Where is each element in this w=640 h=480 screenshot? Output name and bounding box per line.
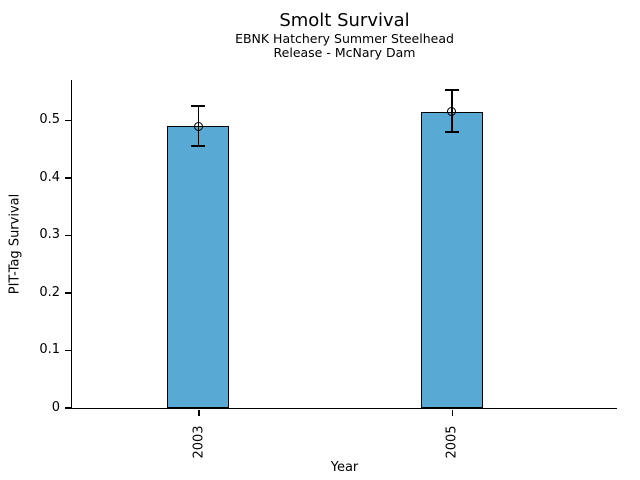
x-tick-label: 2005: [444, 425, 460, 459]
bar: [167, 126, 230, 408]
x-tick: [451, 409, 454, 416]
chart-subtitle-line2: Release - McNary Dam: [273, 45, 416, 60]
y-tick: [64, 407, 72, 409]
error-bar-cap-bottom: [444, 130, 459, 133]
chart-title: Smolt Survival: [279, 10, 410, 31]
y-tick-label: 0.2: [39, 284, 60, 300]
y-tick-label: 0: [51, 400, 60, 415]
y-tick-label: 0.4: [39, 169, 60, 185]
error-bar-cap-top: [191, 105, 206, 107]
y-tick: [64, 292, 72, 294]
y-tick: [64, 234, 72, 237]
plot-area: [70, 80, 617, 409]
y-tick-label: 0.1: [39, 342, 60, 358]
y-tick: [64, 119, 72, 122]
data-point-marker: [193, 121, 203, 131]
x-axis-title: Year: [330, 460, 359, 475]
y-axis-title: PIT-Tag Survival: [7, 193, 23, 295]
bar: [420, 111, 483, 408]
y-tick-label: 0.5: [39, 112, 60, 128]
y-tick-label: 0.3: [39, 227, 60, 243]
y-tick: [64, 177, 72, 179]
error-bar-cap-bottom: [191, 145, 206, 147]
y-tick: [64, 349, 72, 352]
data-point-marker: [447, 107, 457, 117]
x-tick: [198, 409, 200, 416]
x-tick-label: 2003: [191, 425, 207, 459]
error-bar-cap-top: [444, 88, 459, 91]
chart-subtitle-line1: EBNK Hatchery Summer Steelhead: [235, 31, 454, 46]
